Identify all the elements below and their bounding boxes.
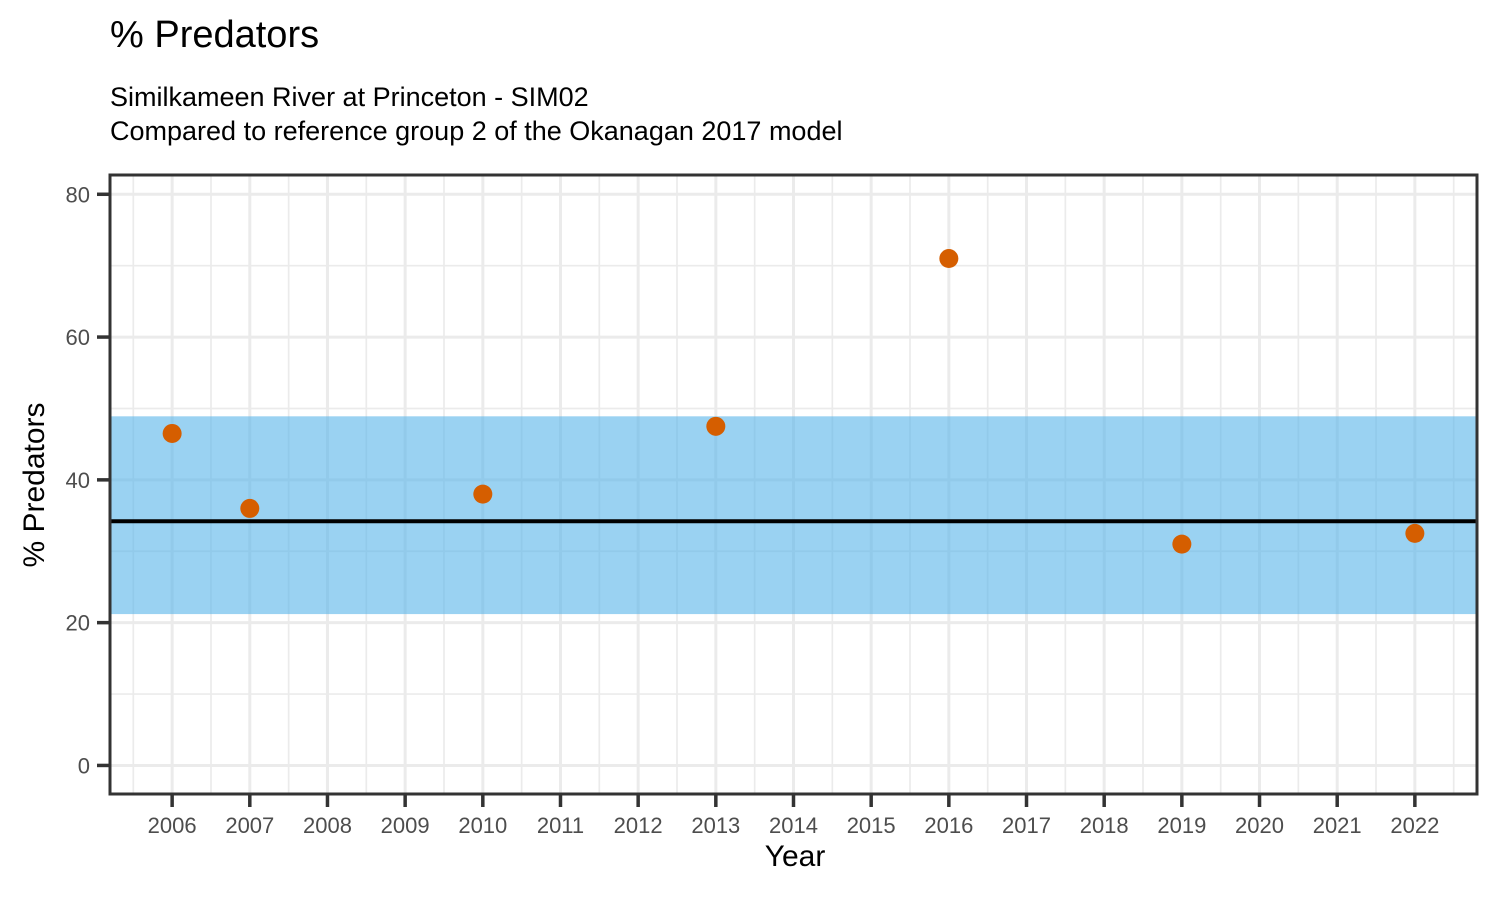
x-axis-tick-label: 2011 — [537, 813, 584, 838]
x-axis-tick-label: 2022 — [1390, 813, 1439, 838]
y-axis-tick-label: 60 — [66, 325, 90, 350]
data-point — [1172, 534, 1192, 554]
data-point — [473, 484, 493, 504]
x-axis-tick-label: 2018 — [1080, 813, 1129, 838]
chart-title: % Predators — [110, 14, 320, 56]
y-axis-tick-label: 0 — [78, 753, 90, 778]
x-axis-tick-label: 2007 — [225, 813, 274, 838]
data-point — [240, 498, 260, 518]
chart-subtitle-line1: Similkameen River at Princeton - SIM02 — [110, 82, 589, 112]
y-axis-tick-label: 80 — [66, 182, 90, 207]
x-axis-tick-label: 2021 — [1313, 813, 1362, 838]
x-axis-tick-label: 2008 — [303, 813, 352, 838]
x-axis-tick-label: 2012 — [614, 813, 663, 838]
chart-subtitle-line2: Compared to reference group 2 of the Oka… — [110, 116, 843, 146]
x-axis-tick-label: 2019 — [1157, 813, 1206, 838]
x-axis-tick-label: 2006 — [148, 813, 197, 838]
reference-band — [110, 416, 1477, 615]
data-point — [706, 416, 726, 436]
data-point — [1405, 523, 1425, 543]
x-axis-tick-label: 2016 — [924, 813, 973, 838]
x-axis-tick-label: 2017 — [1002, 813, 1051, 838]
x-axis-tick-label: 2009 — [381, 813, 430, 838]
x-axis-tick-label: 2015 — [847, 813, 896, 838]
x-axis-tick-label: 2013 — [691, 813, 740, 838]
y-axis-tick-label: 40 — [66, 468, 90, 493]
data-point — [939, 249, 959, 269]
x-axis-tick-label: 2010 — [458, 813, 507, 838]
chart-subtitle: Similkameen River at Princeton - SIM02 C… — [110, 80, 842, 148]
panel-border — [108, 173, 1479, 796]
data-point — [162, 423, 182, 443]
x-axis-tick-label: 2014 — [769, 813, 818, 838]
y-axis-tick-label: 20 — [66, 611, 90, 636]
x-axis-tick-label: 2020 — [1235, 813, 1284, 838]
x-axis-title: Year — [764, 840, 826, 873]
